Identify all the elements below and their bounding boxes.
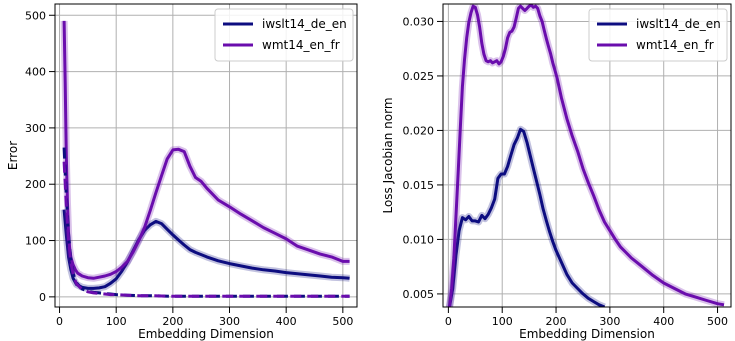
x-tick-label: 0 xyxy=(445,315,452,328)
y-tick-label: 0.005 xyxy=(403,288,435,301)
y-tick-label: 0 xyxy=(39,291,46,304)
y-tick-label: 0.025 xyxy=(403,70,435,83)
x-tick-label: 300 xyxy=(219,315,240,328)
y-axis-label: Loss Jacobian norm xyxy=(381,97,395,213)
x-tick-label: 100 xyxy=(492,315,513,328)
legend-label: iwslt14_de_en xyxy=(262,17,347,31)
legend-label: wmt14_en_fr xyxy=(262,38,340,52)
axes-frame xyxy=(54,3,358,308)
y-tick-label: 0.015 xyxy=(403,179,435,192)
x-tick-label: 200 xyxy=(162,315,183,328)
x-tick-label: 0 xyxy=(56,315,63,328)
legend-box xyxy=(588,8,728,62)
x-axis-label: Embedding Dimension xyxy=(519,327,655,341)
x-tick-label: 200 xyxy=(546,315,567,328)
y-tick-label: 200 xyxy=(25,178,46,191)
x-tick-label: 100 xyxy=(106,315,127,328)
series-line-iwslt14_de_en xyxy=(448,127,606,307)
y-tick-label: 0.030 xyxy=(403,15,435,28)
x-tick-label: 500 xyxy=(332,315,353,328)
series-line-dashed-3 xyxy=(62,161,350,298)
chart-panel-2: 0 100 200 300 400 500 0.005 0.010 0.015 0.020 0.02… xyxy=(381,3,732,341)
y-tick-label: 400 xyxy=(25,66,46,79)
x-tick-label: 500 xyxy=(707,315,728,328)
y-tick-label: 0.020 xyxy=(403,124,435,137)
series-line-iwslt14_de_en xyxy=(62,209,350,290)
y-tick-label: 300 xyxy=(25,122,46,135)
series-line-wmt14_en_fr xyxy=(448,4,725,307)
legend: iwslt14_de_en wmt14_en_fr xyxy=(214,8,354,62)
series-group xyxy=(60,20,350,298)
legend-label: iwslt14_de_en xyxy=(636,17,721,31)
chart-panel-1: 0 100 200 300 400 500 0 100 200 300 400 500 Embeddin… xyxy=(6,3,358,341)
y-tick-label: 0.010 xyxy=(403,233,435,246)
x-axis-label: Embedding Dimension xyxy=(138,327,274,341)
legend-box xyxy=(214,8,354,62)
series-group xyxy=(446,4,725,307)
x-tick-label: 400 xyxy=(276,315,297,328)
axes-frame xyxy=(442,3,732,308)
legend-label: wmt14_en_fr xyxy=(636,38,714,52)
x-tick-label: 400 xyxy=(653,315,674,328)
series-line-wmt14_en_fr xyxy=(62,20,350,280)
legend: iwslt14_de_en wmt14_en_fr xyxy=(588,8,728,62)
y-axis-label: Error xyxy=(6,141,20,170)
x-tick-label: 300 xyxy=(599,315,620,328)
y-tick-label: 500 xyxy=(25,9,46,22)
y-tick-label: 100 xyxy=(25,235,46,248)
